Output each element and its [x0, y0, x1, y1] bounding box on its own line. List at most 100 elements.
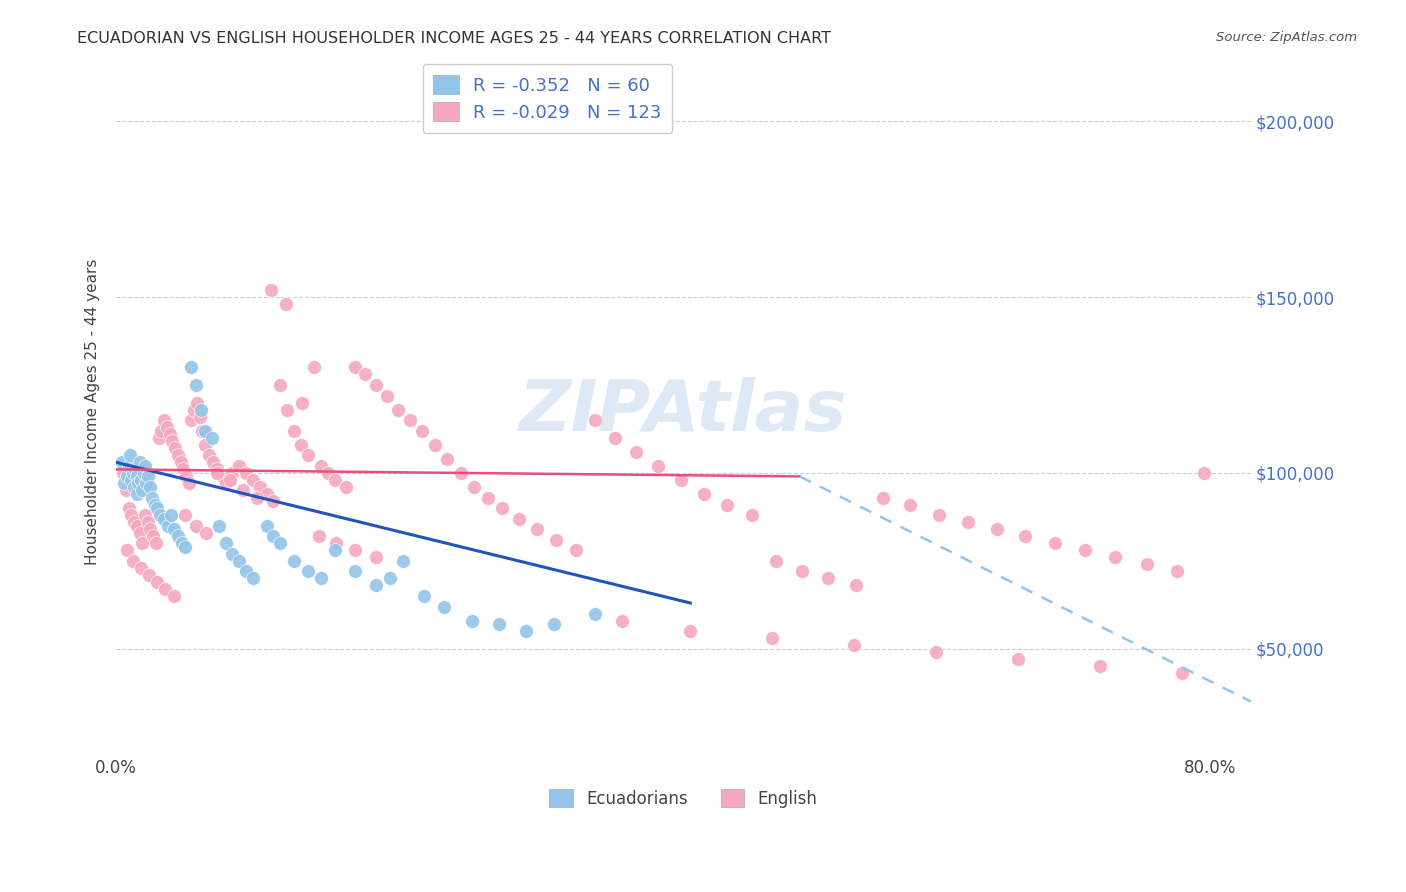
Point	[184, 518, 207, 533]
Point	[163, 522, 186, 536]
Point	[1171, 666, 1194, 681]
Point	[214, 476, 236, 491]
Legend: Ecuadorians, English: Ecuadorians, English	[543, 782, 824, 814]
Point	[450, 466, 472, 480]
Point	[276, 402, 298, 417]
Point	[423, 438, 446, 452]
Point	[308, 529, 330, 543]
Point	[228, 458, 250, 473]
Point	[124, 462, 146, 476]
Point	[526, 522, 548, 536]
Point	[262, 529, 284, 543]
Point	[1194, 466, 1216, 480]
Point	[191, 424, 214, 438]
Point	[159, 427, 181, 442]
Point	[132, 466, 155, 480]
Point	[134, 508, 156, 522]
Point	[986, 522, 1008, 536]
Point	[375, 388, 398, 402]
Point	[148, 431, 170, 445]
Point	[460, 614, 482, 628]
Point	[117, 458, 139, 473]
Point	[172, 462, 194, 476]
Text: ZIPAtlas: ZIPAtlas	[519, 376, 848, 446]
Point	[186, 395, 208, 409]
Point	[163, 589, 186, 603]
Point	[817, 571, 839, 585]
Point	[136, 469, 159, 483]
Text: ECUADORIAN VS ENGLISH HOUSEHOLDER INCOME AGES 25 - 44 YEARS CORRELATION CHART: ECUADORIAN VS ENGLISH HOUSEHOLDER INCOME…	[77, 31, 831, 46]
Point	[201, 431, 224, 445]
Point	[122, 515, 145, 529]
Point	[564, 543, 586, 558]
Point	[221, 547, 243, 561]
Point	[138, 567, 160, 582]
Point	[344, 360, 367, 375]
Point	[1104, 550, 1126, 565]
Point	[170, 536, 193, 550]
Point	[162, 434, 184, 449]
Point	[436, 451, 458, 466]
Point	[115, 483, 138, 498]
Point	[378, 571, 401, 585]
Point	[335, 480, 357, 494]
Point	[141, 491, 163, 505]
Point	[399, 413, 422, 427]
Point	[131, 483, 153, 498]
Point	[139, 480, 162, 494]
Point	[114, 476, 136, 491]
Point	[392, 554, 415, 568]
Point	[463, 480, 485, 494]
Point	[716, 498, 738, 512]
Point	[115, 469, 138, 483]
Point	[149, 508, 172, 522]
Point	[218, 473, 240, 487]
Point	[125, 487, 148, 501]
Point	[546, 533, 568, 547]
Point	[195, 525, 218, 540]
Point	[583, 607, 606, 621]
Point	[146, 501, 169, 516]
Point	[173, 540, 195, 554]
Point	[177, 476, 200, 491]
Point	[765, 554, 787, 568]
Point	[190, 402, 212, 417]
Point	[183, 402, 205, 417]
Point	[221, 466, 243, 480]
Point	[143, 498, 166, 512]
Point	[202, 455, 225, 469]
Point	[311, 571, 333, 585]
Point	[127, 476, 149, 491]
Point	[741, 508, 763, 522]
Point	[433, 599, 456, 614]
Point	[184, 378, 207, 392]
Point	[316, 466, 339, 480]
Point	[211, 469, 233, 483]
Point	[928, 508, 950, 522]
Point	[122, 480, 145, 494]
Point	[1090, 659, 1112, 673]
Point	[198, 448, 221, 462]
Point	[121, 466, 143, 480]
Point	[207, 466, 229, 480]
Point	[344, 565, 367, 579]
Point	[491, 501, 513, 516]
Point	[111, 455, 134, 469]
Point	[173, 508, 195, 522]
Point	[235, 565, 257, 579]
Point	[669, 473, 692, 487]
Point	[693, 487, 716, 501]
Point	[900, 498, 922, 512]
Point	[120, 508, 142, 522]
Point	[150, 424, 173, 438]
Y-axis label: Householder Income Ages 25 - 44 years: Householder Income Ages 25 - 44 years	[86, 258, 100, 565]
Point	[180, 360, 202, 375]
Point	[845, 578, 868, 592]
Point	[364, 550, 387, 565]
Point	[169, 455, 191, 469]
Point	[583, 413, 606, 427]
Point	[249, 480, 271, 494]
Point	[283, 554, 305, 568]
Point	[412, 589, 434, 603]
Point	[142, 529, 165, 543]
